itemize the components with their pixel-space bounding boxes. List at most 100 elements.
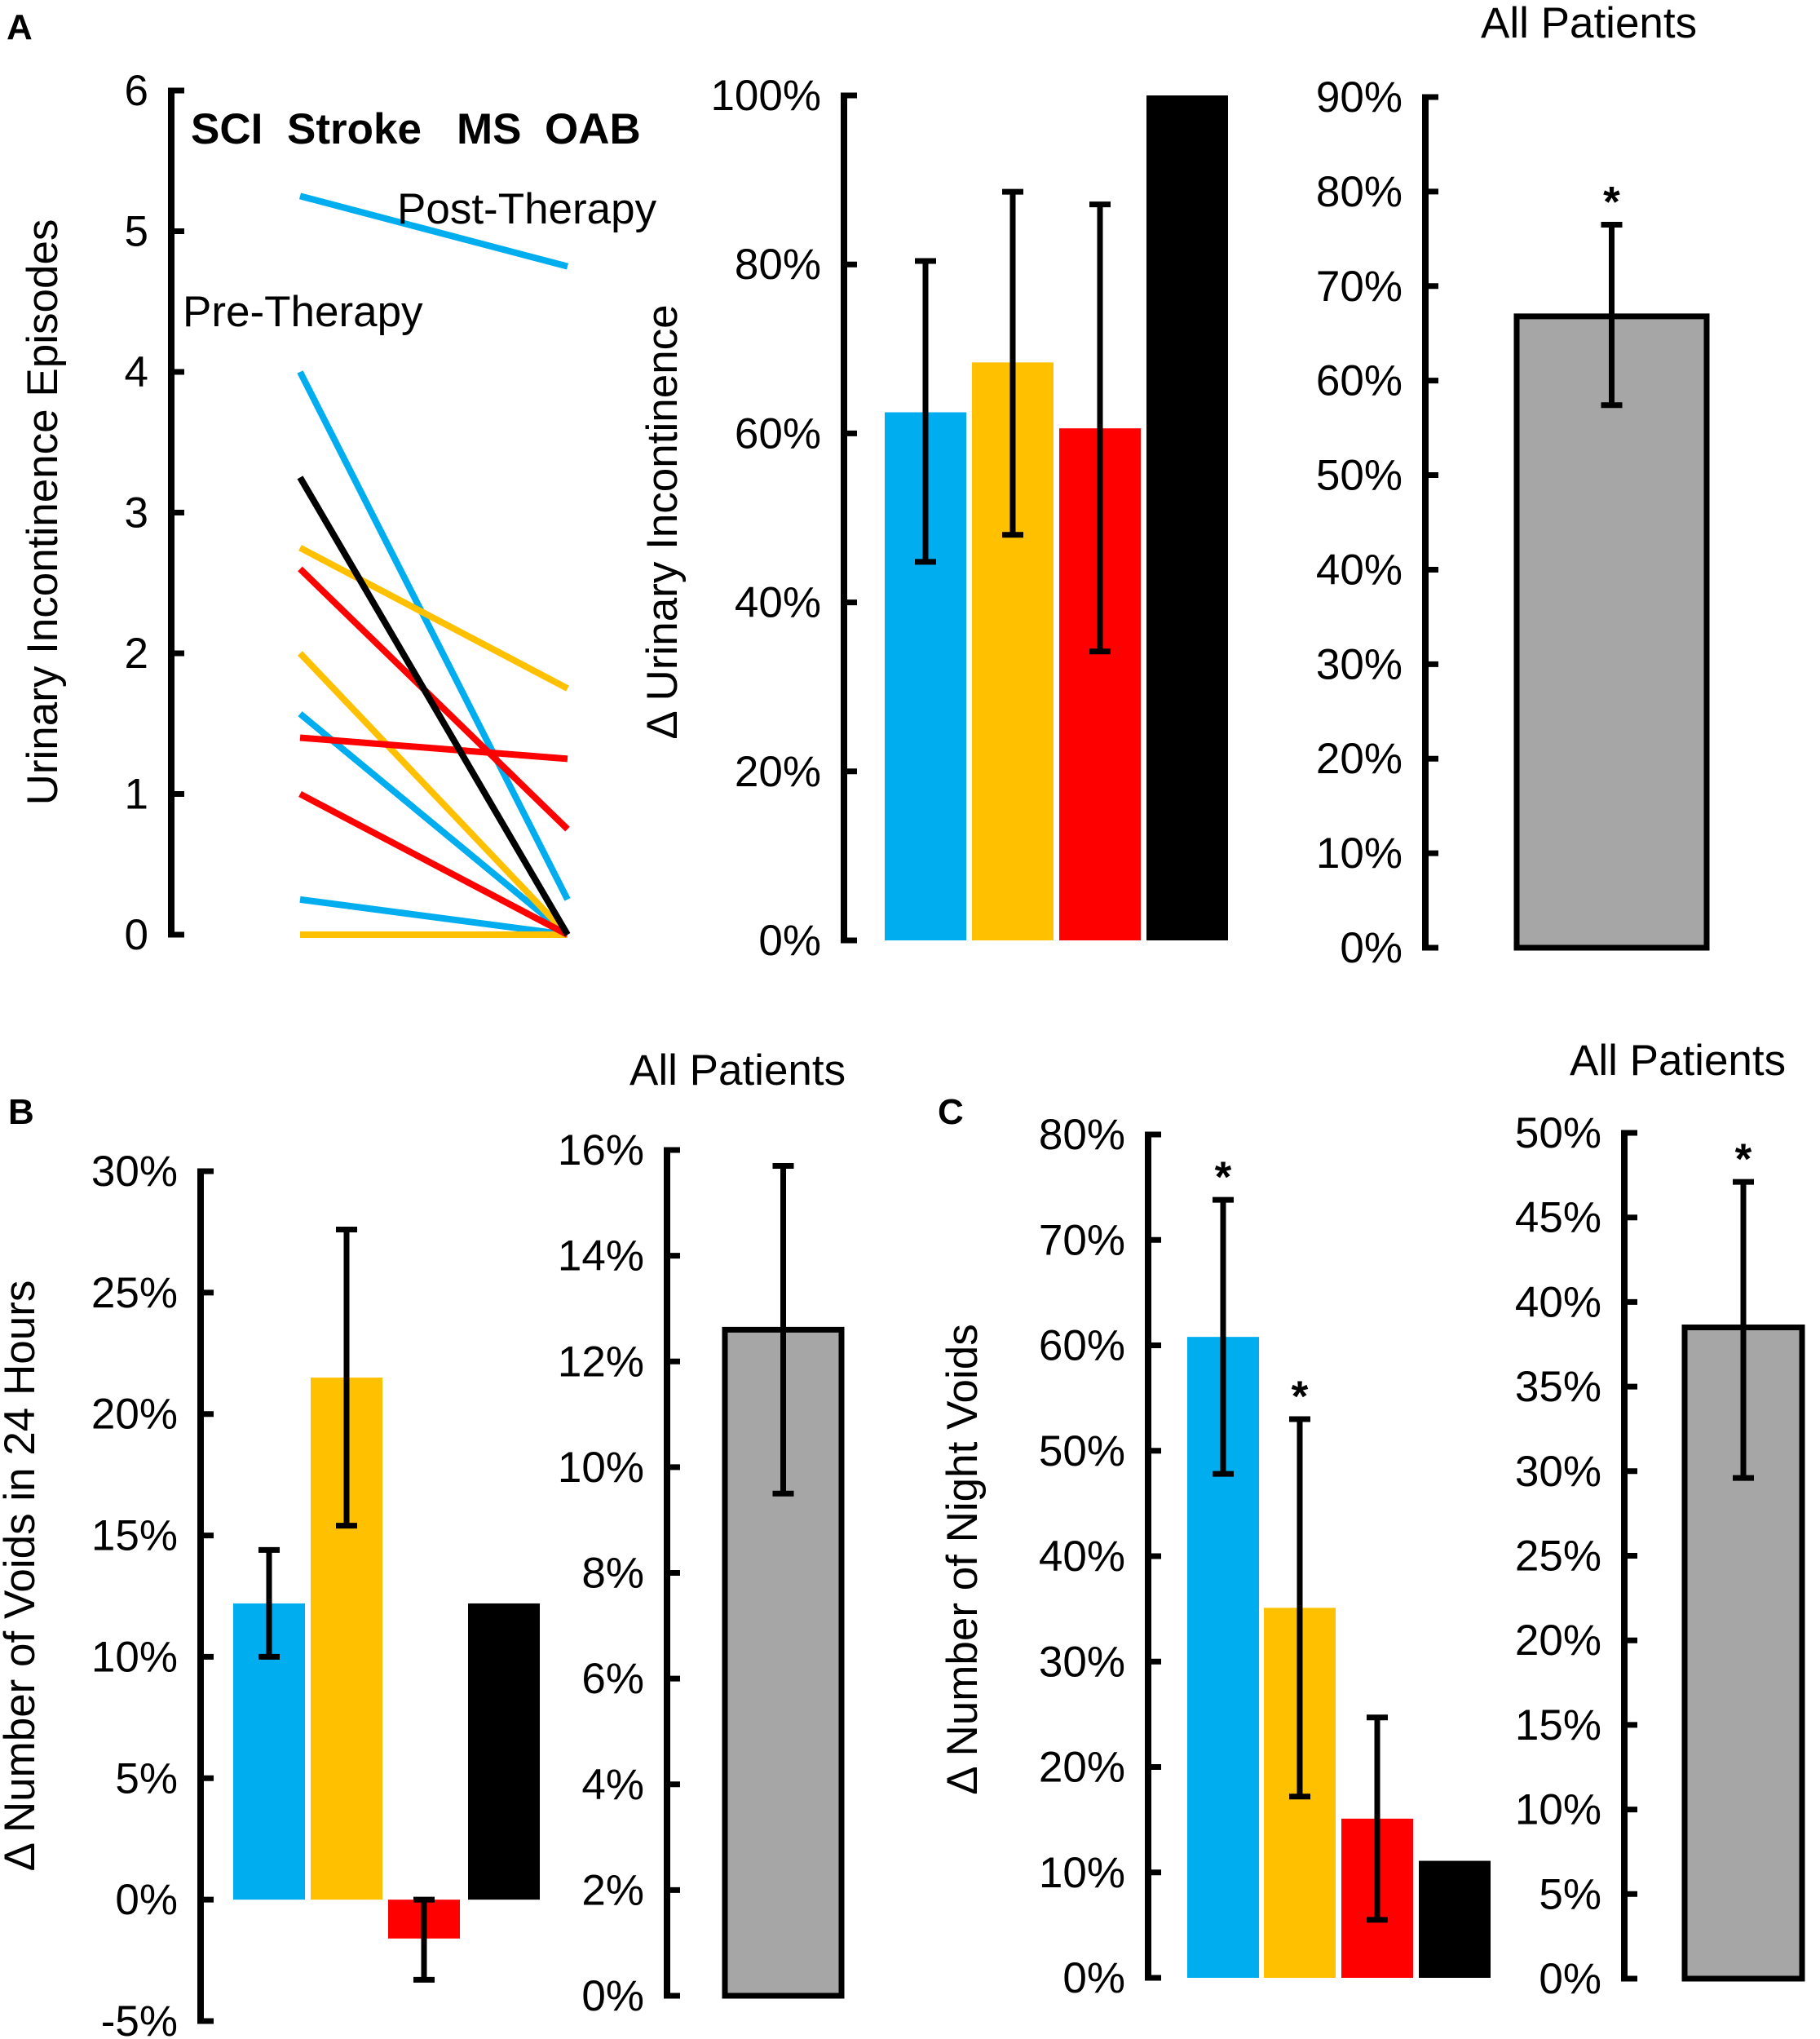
y-tick-label: 20% (735, 748, 821, 796)
series-line-ms (299, 734, 568, 763)
y-tick-label: 45% (1515, 1194, 1601, 1242)
bar-oab (1419, 1860, 1491, 1978)
y-tick-label: 60% (1039, 1322, 1125, 1370)
y-tick-label: 4 (125, 348, 148, 396)
y-tick-label: 30% (91, 1148, 178, 1196)
y-tick-label: 12% (558, 1338, 644, 1386)
chart-title: All Patients (1570, 1037, 1786, 1085)
y-tick-label: 0% (115, 1876, 178, 1924)
y-tick-label: 10% (1515, 1786, 1601, 1834)
y-tick-label: 0% (1340, 924, 1403, 972)
chart-a-episodes: 0 1 2 3 4 5 6 Pre-Therapy Post-Therapy SCI Stroke M… (19, 67, 657, 959)
post-therapy-label: Post-Therapy (397, 185, 657, 233)
series-line-oab (297, 475, 571, 937)
chart-b-delta-voids: -5% 0% 5% 10% 15% 20% 25% 30% Δ Number of Voids … (0, 1148, 540, 2039)
y-tick-label: 50% (1316, 452, 1403, 500)
y-tick-label: 5% (1539, 1870, 1601, 1918)
y-tick-label: 6 (125, 67, 148, 115)
significance-star: * (1735, 1135, 1752, 1183)
y-tick-label: 40% (735, 579, 821, 627)
y-tick-label: 0 (125, 911, 148, 959)
y-tick-label: 40% (1515, 1278, 1601, 1326)
y-tick-label: 5 (125, 208, 148, 256)
y-tick-label: 6% (581, 1655, 644, 1703)
bar-all-patients (1513, 313, 1710, 951)
y-tick-label: 0% (1062, 1954, 1125, 2002)
series-line-sci (298, 711, 570, 938)
legend-sci: SCI (191, 105, 263, 153)
panel-label-c: C (938, 1092, 964, 1132)
y-tick-label: 60% (735, 409, 821, 458)
y-tick-label: 10% (1039, 1849, 1125, 1897)
y-tick-label: 0% (1539, 1955, 1601, 2003)
legend-stroke: Stroke (287, 105, 422, 153)
y-tick-label: 50% (1515, 1109, 1601, 1157)
chart-title: All Patients (1481, 0, 1697, 47)
y-tick-label: 4% (581, 1761, 644, 1809)
y-tick-label: 15% (1515, 1701, 1601, 1749)
y-tick-label: 80% (1316, 168, 1403, 216)
y-axis-label: Δ Number of Night Voids (939, 1324, 987, 1794)
series-line-ms (298, 790, 569, 938)
y-tick-label: 0% (581, 1972, 644, 2020)
y-tick-label: 40% (1316, 546, 1403, 594)
y-tick-label: 50% (1039, 1427, 1125, 1475)
y-axis-label: Δ Urinary Incontinence (638, 304, 687, 739)
y-tick-label: 10% (1316, 829, 1403, 878)
series-line-stroke (298, 545, 569, 692)
chart-a-delta-incontinence: 0% 20% 40% 60% 80% 100% Δ Urinary Incontinence (638, 72, 1228, 965)
y-tick-label: 5% (115, 1754, 178, 1802)
y-tick-label: 10% (558, 1444, 644, 1492)
y-tick-label: 8% (581, 1550, 644, 1598)
legend-oab: OAB (545, 105, 641, 153)
chart-b-all-patients: 0% 2% 4% 6% 8% 10% 12% 14% 16% All Patients (558, 1046, 846, 2020)
y-tick-label: 80% (1039, 1111, 1125, 1159)
y-tick-label: 20% (1316, 735, 1403, 783)
series-line-ms (298, 566, 570, 832)
y-tick-label: -5% (101, 1997, 178, 2039)
pre-therapy-label: Pre-Therapy (183, 288, 423, 336)
y-tick-label: 25% (1515, 1533, 1601, 1581)
chart-title: All Patients (629, 1046, 846, 1095)
y-tick-label: 20% (1039, 1744, 1125, 1792)
y-tick-label: 3 (125, 489, 148, 537)
y-tick-label: 15% (91, 1512, 178, 1560)
panel-label-a: A (7, 7, 33, 47)
y-tick-label: 30% (1515, 1448, 1601, 1496)
bar-oab (468, 1603, 540, 1900)
y-tick-label: 10% (91, 1633, 178, 1681)
y-tick-label: 40% (1039, 1533, 1125, 1581)
y-tick-label: 90% (1316, 73, 1403, 122)
legend-ms: MS (457, 105, 522, 153)
y-tick-label: 70% (1039, 1216, 1125, 1264)
y-axis-label: Urinary Incontinence Episodes (19, 219, 67, 806)
y-tick-label: 30% (1039, 1638, 1125, 1686)
panel-label-b: B (8, 1092, 34, 1132)
y-tick-label: 25% (91, 1269, 178, 1317)
series-line-sci (299, 896, 568, 938)
significance-star: * (1215, 1153, 1232, 1201)
y-tick-label: 30% (1316, 640, 1403, 688)
series-line-sci (298, 192, 569, 270)
y-tick-label: 20% (1515, 1617, 1601, 1665)
significance-star: * (1292, 1373, 1309, 1421)
y-tick-label: 20% (91, 1391, 178, 1439)
y-tick-label: 2% (581, 1866, 644, 1914)
significance-star: * (1603, 178, 1620, 226)
y-tick-label: 2 (125, 630, 148, 678)
y-tick-label: 14% (558, 1232, 644, 1280)
series-line-sci (297, 370, 571, 901)
series-line-stroke (298, 651, 570, 937)
y-tick-label: 100% (710, 72, 821, 120)
y-tick-label: 35% (1515, 1363, 1601, 1411)
bar-oab (1146, 95, 1228, 940)
chart-c-all-patients: 0% 5% 10% 15% 20% 25% 30% 35% 40% 45% 50% * All Pati… (1515, 1037, 1805, 2003)
y-axis-label: Δ Number of Voids in 24 Hours (0, 1280, 44, 1872)
chart-c-delta-night-voids: 0% 10% 20% 30% 40% 50% 60% 70% 80% * * Δ Number of … (939, 1111, 1491, 2002)
y-tick-label: 16% (558, 1126, 644, 1174)
y-tick-label: 60% (1316, 357, 1403, 405)
y-tick-label: 0% (758, 917, 821, 965)
y-tick-label: 1 (125, 771, 148, 819)
y-tick-label: 70% (1316, 263, 1403, 311)
